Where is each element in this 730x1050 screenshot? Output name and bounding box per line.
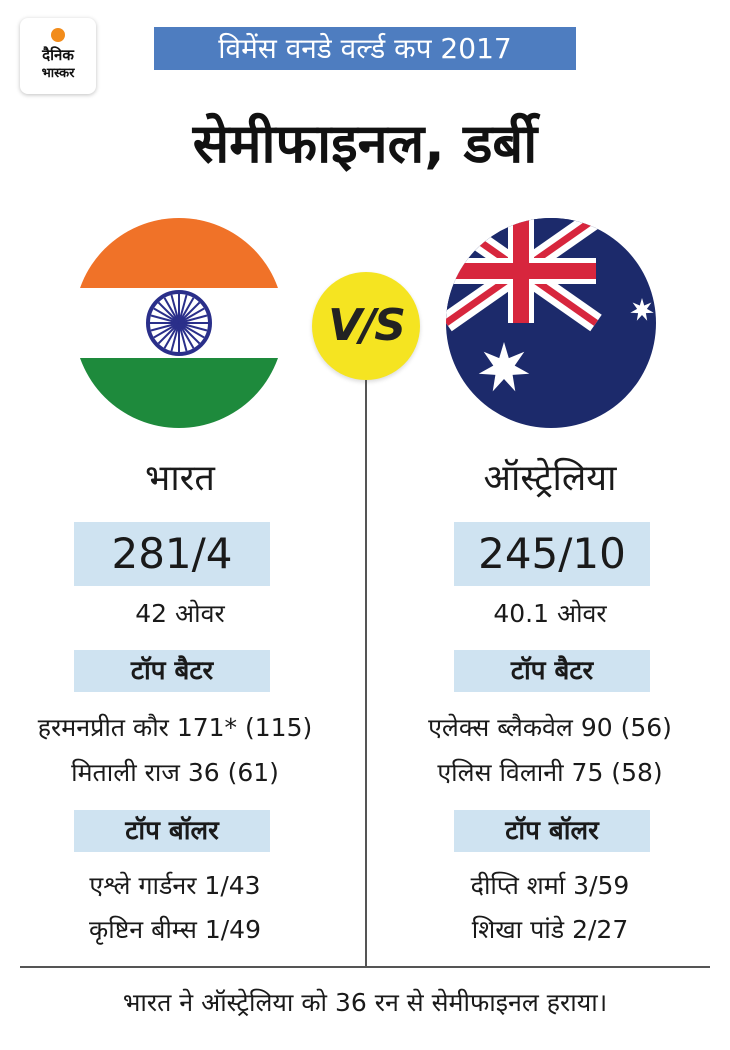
top-batter-india-1: हरमनप्रीत कौर 171* (115) [37, 713, 313, 742]
top-batter-india-2: मिताली राज 36 (61) [71, 758, 279, 787]
top-bowler-australia-1: दीप्ति शर्मा 3/59 [470, 871, 630, 900]
top-bowler-india-1: एश्ले गार्डनर 1/43 [89, 871, 261, 900]
overs-australia: 40.1 ओवर [493, 599, 607, 628]
top-bowler-label-india: टॉप बॉलर [74, 810, 270, 852]
dainik-bhaskar-logo: दैनिक भास्कर [20, 18, 96, 94]
india-flag-icon [74, 218, 284, 428]
footer-divider [20, 966, 710, 968]
overs-india: 42 ओवर [135, 599, 225, 628]
logo-text-line2: भास्कर [41, 66, 75, 81]
result-summary: भारत ने ऑस्ट्रेलिया को 36 रन से सेमीफाइन… [122, 988, 608, 1017]
top-batter-label-india: टॉप बैटर [74, 650, 270, 692]
team-name-india: भारत [145, 458, 215, 499]
top-bowler-india-2: कृष्टिन बीम्स 1/49 [89, 915, 261, 944]
top-batter-label-australia: टॉप बैटर [454, 650, 650, 692]
versus-badge: V/S [312, 272, 420, 380]
versus-text: V/S [328, 300, 406, 351]
center-divider [365, 380, 367, 966]
score-india: 281/4 [74, 522, 270, 586]
top-bowler-label-australia: टॉप बॉलर [454, 810, 650, 852]
score-australia: 245/10 [454, 522, 650, 586]
top-bowler-australia-2: शिखा पांडे 2/27 [471, 915, 629, 944]
top-batter-australia-1: एलेक्स ब्लैकवेल 90 (56) [428, 713, 672, 742]
sun-icon [51, 28, 65, 42]
page-title: सेमीफाइनल, डर्बी [192, 112, 538, 175]
tournament-banner: विमेंस वनडे वर्ल्ड कप 2017 [154, 27, 576, 70]
australia-flag-icon [446, 218, 656, 428]
logo-text-line1: दैनिक [42, 46, 74, 64]
top-batter-australia-2: एलिस विलानी 75 (58) [437, 758, 663, 787]
team-name-australia: ऑस्ट्रेलिया [483, 458, 617, 499]
